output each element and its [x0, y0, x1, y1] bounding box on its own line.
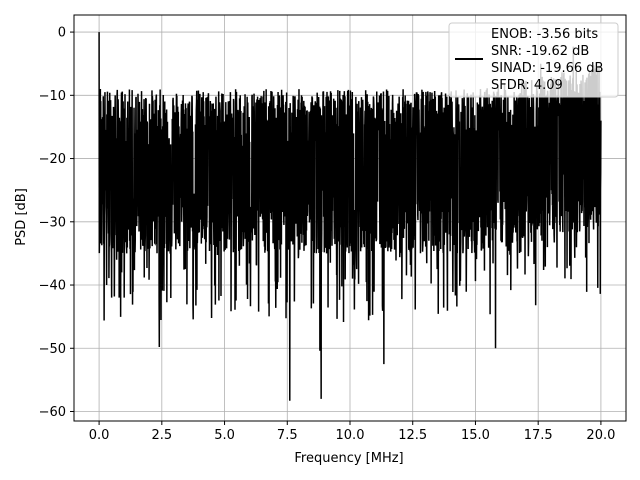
y-tick-label: −60 [39, 405, 66, 420]
x-axis-label: Frequency [MHz] [294, 451, 403, 466]
legend: ENOB: -3.56 bits SNR: -19.62 dB SINAD: -… [448, 22, 619, 98]
y-tick-label: −30 [39, 215, 66, 230]
x-tick-label: 2.5 [151, 428, 172, 443]
y-tick-label: 0 [58, 26, 66, 41]
y-tick-label: −50 [39, 342, 66, 357]
x-tick-label: 10.0 [336, 428, 365, 443]
y-tick-label: −20 [39, 152, 66, 167]
legend-box [448, 22, 619, 98]
x-tick-label: 17.5 [524, 428, 553, 443]
legend-line-sinad: SINAD: -19.66 dB [491, 61, 603, 76]
series-layer [98, 32, 602, 401]
x-tick-label: 12.5 [398, 428, 427, 443]
x-tick-label: 20.0 [586, 428, 615, 443]
x-tick-label: 7.5 [277, 428, 298, 443]
x-tick-label: 0.0 [89, 428, 110, 443]
x-tick-label: 5.0 [214, 428, 235, 443]
y-tick-label: −10 [39, 89, 66, 104]
y-axis-ticks: 0 −10 −20 −30 −40 −50 −60 [39, 26, 74, 420]
x-tick-label: 15.0 [461, 428, 490, 443]
legend-line-enob: ENOB: -3.56 bits [491, 27, 598, 42]
legend-line-sfdr: SFDR: 4.09 [491, 78, 563, 93]
y-axis-label: PSD [dB] [14, 188, 29, 246]
x-axis-ticks: 0.0 2.5 5.0 7.5 10.0 12.5 15.0 17.5 20.0 [89, 421, 615, 443]
legend-line-snr: SNR: -19.62 dB [491, 44, 589, 59]
psd-series-line [98, 32, 602, 401]
y-tick-label: −40 [39, 279, 66, 294]
